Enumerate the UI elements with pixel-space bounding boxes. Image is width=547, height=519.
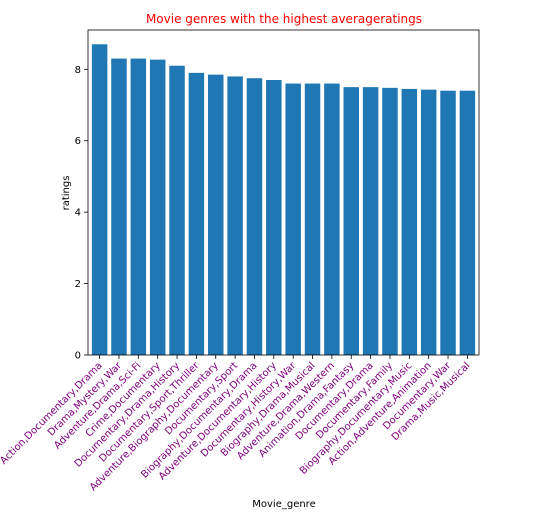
y-tick-label-3: 6	[75, 136, 81, 147]
bar-12	[324, 83, 340, 356]
bar-10	[285, 83, 301, 356]
bar-3	[149, 59, 166, 356]
bar-16	[401, 88, 418, 355]
bar-14	[362, 87, 379, 356]
bar-0	[91, 44, 108, 356]
bar-19	[459, 90, 476, 355]
bar-8	[246, 78, 263, 355]
x-axis-label: Movie_genre	[252, 499, 315, 510]
bar-13	[343, 87, 359, 356]
bar-17	[420, 89, 437, 356]
plot-frame	[87, 29, 480, 356]
bar-15	[382, 87, 398, 355]
bar-18	[440, 90, 456, 355]
bar-5	[188, 72, 205, 355]
bar-6	[208, 74, 224, 356]
bar-9	[266, 80, 282, 355]
bar-1	[111, 58, 127, 355]
y-tick-label-0: 0	[75, 351, 81, 362]
bars-group	[91, 44, 476, 356]
bar-7	[227, 76, 243, 355]
y-tick-label-2: 4	[75, 208, 81, 219]
bar-2	[130, 58, 147, 355]
y-axis-label: ratings	[61, 176, 72, 211]
bar-4	[169, 65, 185, 355]
chart-title: Movie genres with the highest averagerat…	[146, 12, 422, 26]
bar-11	[304, 83, 321, 356]
x-axis: Action,Documentary,DramaDrama,Mystery,Wa…	[0, 355, 473, 493]
y-axis: 0 2 4 6 8	[75, 65, 88, 362]
y-tick-label-1: 2	[75, 279, 81, 290]
y-tick-label-4: 8	[75, 65, 81, 76]
